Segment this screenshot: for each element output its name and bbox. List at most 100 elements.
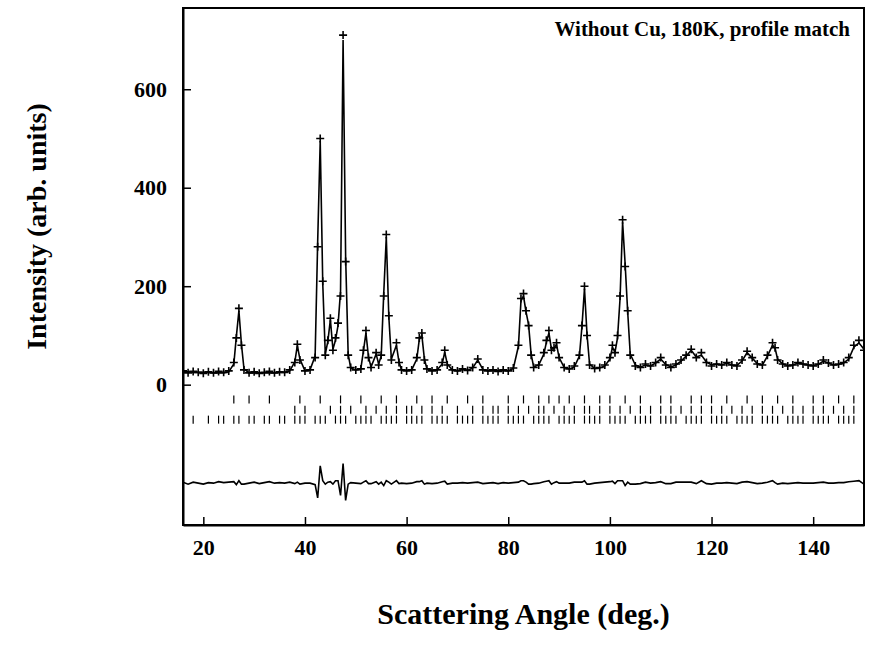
- bragg-tick: [431, 406, 432, 414]
- bragg-tick: [437, 416, 438, 424]
- bragg-tick: [650, 406, 651, 414]
- x-tick-mark: [203, 517, 205, 525]
- bragg-tick: [345, 416, 346, 424]
- bragg-tick: [340, 416, 341, 424]
- x-tick-label: 120: [696, 535, 729, 560]
- bragg-tick: [584, 416, 585, 424]
- bragg-tick: [792, 395, 793, 403]
- x-tick: 100: [594, 517, 627, 560]
- bragg-tick: [787, 416, 788, 424]
- bragg-tick: [497, 406, 498, 414]
- x-tick: 40: [294, 517, 316, 560]
- y-tick: 0: [156, 372, 191, 397]
- bragg-tick: [238, 416, 239, 424]
- bragg-tick: [391, 416, 392, 424]
- bragg-tick: [508, 416, 509, 424]
- bragg-tick: [813, 416, 814, 424]
- bragg-tick: [762, 406, 763, 414]
- bragg-tick: [569, 416, 570, 424]
- bragg-tick: [335, 416, 336, 424]
- bragg-tick: [599, 416, 600, 424]
- bragg-tick: [838, 416, 839, 424]
- bragg-tick: [284, 416, 285, 424]
- y-tick: 200: [134, 274, 191, 299]
- bragg-tick: [411, 416, 412, 424]
- bragg-tick: [365, 406, 366, 414]
- bragg-tick: [406, 416, 407, 424]
- bragg-tick: [320, 395, 321, 403]
- bragg-tick: [340, 406, 341, 414]
- bragg-tick: [670, 395, 671, 403]
- bragg-tick: [701, 395, 702, 403]
- bragg-tick: [431, 416, 432, 424]
- bragg-tick: [416, 416, 417, 424]
- plot-area: 204060801001201400200400600Without Cu, 1…: [134, 8, 868, 560]
- bragg-tick: [492, 406, 493, 414]
- bragg-tick: [340, 395, 341, 403]
- bragg-tick: [416, 395, 417, 403]
- y-tick-label: 600: [134, 77, 167, 102]
- bragg-tick: [680, 406, 681, 414]
- marks: [183, 31, 864, 500]
- bragg-tick: [518, 416, 519, 424]
- series-points: [183, 31, 864, 377]
- x-tick-mark: [711, 517, 713, 525]
- bragg-tick: [299, 416, 300, 424]
- x-tick-label: 80: [498, 535, 520, 560]
- bragg-tick: [594, 416, 595, 424]
- x-axis: 20406080100120140: [184, 517, 865, 560]
- y-axis: 0 200 400 600: [134, 9, 191, 526]
- bragg-tick: [299, 395, 300, 403]
- bragg-tick: [731, 406, 732, 414]
- bragg-tick: [650, 416, 651, 424]
- bragg-tick: [752, 416, 753, 424]
- bragg-tick: [701, 406, 702, 414]
- bragg-tick: [279, 416, 280, 424]
- bragg-tick: [370, 416, 371, 424]
- bragg-tick: [360, 416, 361, 424]
- bragg-tick: [619, 406, 620, 414]
- bragg-row: [295, 406, 854, 414]
- data-point: [199, 369, 207, 377]
- bragg-tick: [330, 406, 331, 414]
- bragg-tick: [269, 395, 270, 403]
- bragg-tick: [543, 406, 544, 414]
- annotation: Without Cu, 180K, profile match: [554, 17, 850, 41]
- bragg-tick: [442, 406, 443, 414]
- bragg-tick: [721, 406, 722, 414]
- bragg-tick: [248, 395, 249, 403]
- bragg-tick: [762, 395, 763, 403]
- bragg-tick: [350, 406, 351, 414]
- data-point: [265, 367, 273, 375]
- bragg-tick: [381, 395, 382, 403]
- bragg-tick: [802, 406, 803, 414]
- bragg-tick: [599, 406, 600, 414]
- bragg-tick: [421, 416, 422, 424]
- bragg-tick: [701, 416, 702, 424]
- y-axis-title: Intensity (arb. units): [21, 103, 52, 350]
- x-tick-mark: [813, 517, 815, 525]
- bragg-tick: [675, 416, 676, 424]
- bragg-tick: [193, 416, 194, 424]
- bragg-tick: [467, 395, 468, 403]
- bragg-tick: [752, 406, 753, 414]
- bragg-tick: [635, 416, 636, 424]
- bragg-tick: [711, 416, 712, 424]
- y-tick-label: 400: [134, 175, 167, 200]
- bragg-tick: [457, 406, 458, 414]
- bragg-tick: [528, 406, 529, 414]
- bragg-tick: [843, 406, 844, 414]
- y-tick-label: 0: [156, 372, 167, 397]
- bragg-tick: [660, 416, 661, 424]
- y-axis-line: [183, 9, 185, 526]
- bragg-tick: [482, 406, 483, 414]
- bragg-row: [193, 416, 854, 424]
- bragg-tick: [304, 416, 305, 424]
- bragg-tick: [853, 406, 854, 414]
- bragg-tick: [233, 416, 234, 424]
- x-tick: 60: [396, 517, 418, 560]
- chart: 204060801001201400200400600Without Cu, 1…: [0, 0, 874, 654]
- bragg-tick: [691, 416, 692, 424]
- x-tick-mark: [610, 517, 612, 525]
- bragg-tick: [747, 395, 748, 403]
